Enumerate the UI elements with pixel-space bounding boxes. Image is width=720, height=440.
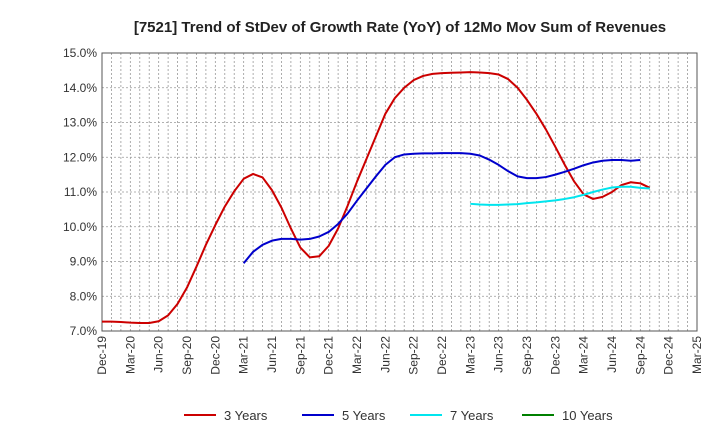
y-tick-label: 10.0% (63, 220, 97, 234)
x-tick-label: Dec-23 (548, 336, 562, 375)
x-tick-label: Sep-22 (407, 336, 421, 375)
y-tick-label: 11.0% (64, 185, 97, 199)
y-axis-ticks: 7.0% 8.0% 9.0% 10.0% 11.0% 12.0% 13.0% 14.0% 15.… (63, 46, 97, 338)
y-tick-label: 8.0% (70, 289, 98, 303)
x-tick-label: Mar-22 (350, 336, 364, 374)
series-line-7-years (470, 185, 650, 206)
x-tick-label: Mar-20 (123, 336, 137, 374)
y-tick-label: 7.0% (70, 324, 98, 338)
x-tick-label: Mar-24 (577, 336, 591, 374)
x-tick-label: Mar-21 (237, 336, 251, 374)
series-line-5-years (242, 152, 641, 264)
x-tick-label: Jun-21 (265, 336, 279, 373)
x-axis-ticks: Dec-19 Mar-20 Jun-20 Sep-20 Dec-20 Mar-21 Jun-… (95, 336, 704, 375)
y-tick-label: 13.0% (63, 116, 97, 130)
y-tick-label: 14.0% (63, 81, 97, 95)
legend-label: 3 Years (224, 408, 268, 423)
x-tick-label: Jun-20 (152, 336, 166, 373)
series-line-3-years (102, 71, 651, 325)
x-tick-label: Dec-21 (322, 336, 336, 375)
legend-label: 7 Years (450, 408, 494, 423)
series-lines (102, 71, 651, 325)
x-tick-label: Sep-23 (520, 336, 534, 375)
x-tick-label: Dec-20 (208, 336, 222, 375)
x-tick-label: Dec-22 (435, 336, 449, 375)
x-tick-label: Jun-23 (492, 336, 506, 373)
x-tick-label: Sep-21 (293, 336, 307, 375)
y-tick-label: 12.0% (63, 150, 97, 164)
y-tick-label: 9.0% (70, 255, 98, 269)
x-tick-label: Dec-24 (662, 336, 676, 375)
chart-title: [7521] Trend of StDev of Growth Rate (Yo… (134, 19, 666, 36)
legend-label: 10 Years (562, 408, 613, 423)
plot-border (101, 52, 698, 332)
legend-label: 5 Years (342, 408, 386, 423)
x-tick-label: Jun-22 (378, 336, 392, 373)
legend: 3 Years 5 Years 7 Years 10 Years (184, 408, 613, 423)
x-tick-label: Dec-19 (95, 336, 109, 375)
x-tick-label: Mar-25 (690, 336, 704, 374)
x-tick-label: Jun-24 (605, 336, 619, 373)
x-tick-label: Mar-23 (463, 336, 477, 374)
y-tick-label: 15.0% (63, 46, 97, 60)
x-tick-label: Sep-24 (633, 336, 647, 375)
x-tick-label: Sep-20 (180, 336, 194, 375)
